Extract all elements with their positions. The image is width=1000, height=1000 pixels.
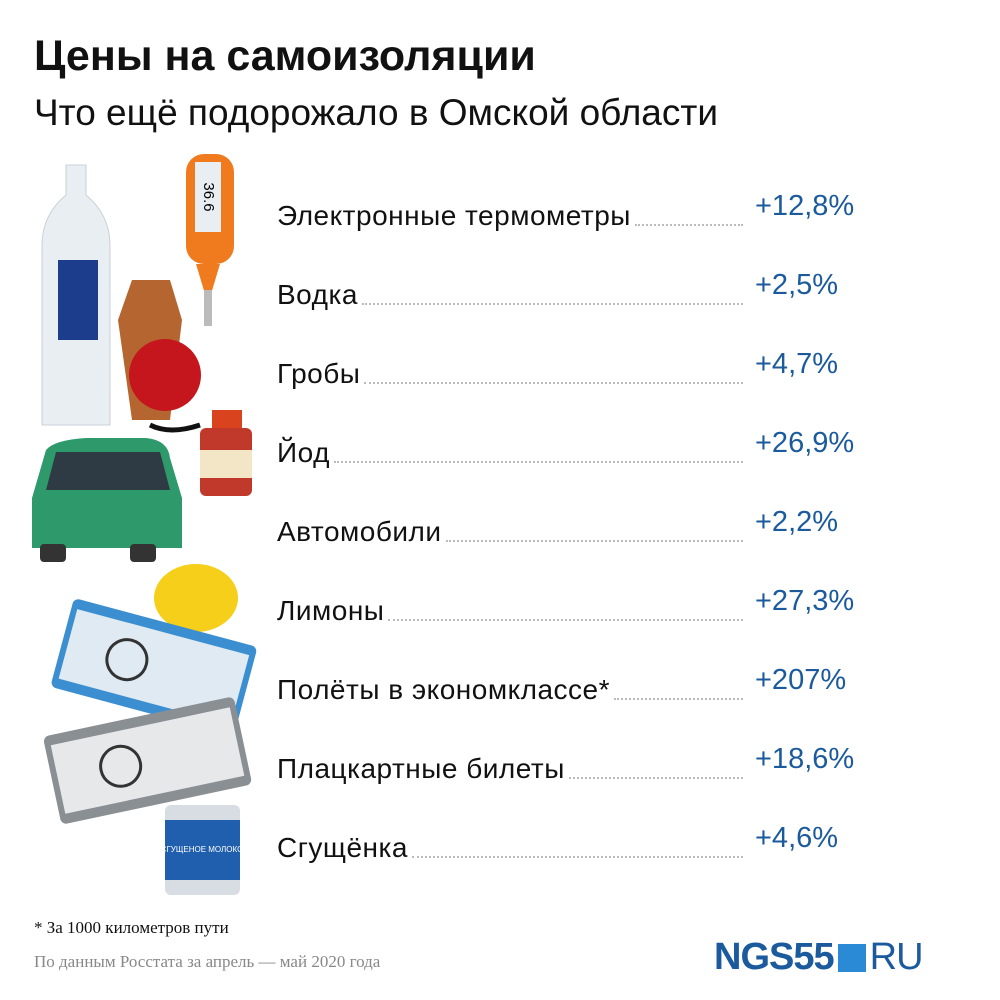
item-row: Электронные термометры (277, 192, 747, 232)
car-wheel (130, 544, 156, 562)
item-label: Сгущёнка (277, 832, 408, 863)
item-row: Лимоны (277, 587, 747, 627)
item-label: Гробы (277, 358, 361, 389)
car-wheel (40, 544, 66, 562)
thermometer-probe (204, 290, 212, 326)
iodine-cap (212, 410, 242, 428)
leader-dots (445, 540, 743, 542)
lemon (154, 564, 238, 632)
bottle-label (58, 260, 98, 340)
source: По данным Росстата за апрель — май 2020 … (34, 952, 381, 971)
logo-name: NGS55 (714, 936, 835, 978)
leader-dots (411, 856, 743, 858)
leader-dots (568, 777, 743, 779)
item-row: Плацкартные билеты (277, 745, 747, 785)
leader-dots (634, 224, 743, 226)
iodine-label (200, 450, 252, 478)
title: Цены на самоизоляции (34, 32, 536, 80)
subtitle: Что ещё подорожало в Омской области (34, 92, 718, 133)
item-value: +2,5% (755, 269, 839, 301)
thermometer-tip (196, 264, 220, 304)
item-label: Плацкартные билеты (277, 753, 565, 784)
logo-domain: RU (869, 936, 924, 978)
item-label: Йод (277, 437, 330, 468)
item-label: Полёты в экономклассе* (277, 674, 611, 705)
logo-square (837, 943, 866, 972)
item-value: +12,8% (755, 190, 855, 222)
item-value: +2,2% (755, 506, 839, 538)
leader-dots (614, 698, 743, 700)
footnote: * За 1000 километров пути (34, 918, 229, 937)
item-value: +207% (755, 664, 847, 696)
item-row: Полёты в экономклассе* (277, 666, 747, 706)
item-value: +18,6% (755, 743, 855, 775)
item-value: +4,7% (755, 348, 839, 380)
ribbon (148, 422, 201, 433)
leader-dots (388, 619, 743, 621)
plane-ticket (51, 599, 257, 735)
leader-dots (364, 382, 743, 384)
item-value: +27,3% (755, 585, 855, 617)
item-row: Водка (277, 271, 747, 311)
can-text: СГУЩЕНОЕ МОЛОКО (161, 845, 244, 854)
leader-dots (333, 461, 743, 463)
item-label: Лимоны (277, 595, 385, 626)
item-row: Автомобили (277, 508, 747, 548)
leader-dots (361, 303, 743, 305)
logo: NGS55 RU (714, 936, 924, 979)
thermometer-screen (195, 162, 221, 232)
item-value: +26,9% (755, 427, 855, 459)
item-label: Водка (277, 279, 358, 310)
item-row: Сгущёнка (277, 824, 747, 864)
illustrations: 36.6 СГУЩЕНОЕ МОЛОКО (32, 154, 257, 895)
item-label: Электронные термометры (277, 200, 631, 231)
item-row: Гробы (277, 350, 747, 390)
item-value: +4,6% (755, 822, 839, 854)
train-ticket (43, 697, 252, 824)
can-label (165, 820, 240, 880)
car-window (46, 452, 170, 490)
roses (129, 339, 201, 411)
item-label: Автомобили (277, 516, 442, 547)
thermometer-reading: 36.6 (200, 182, 217, 211)
item-row: Йод (277, 429, 747, 469)
